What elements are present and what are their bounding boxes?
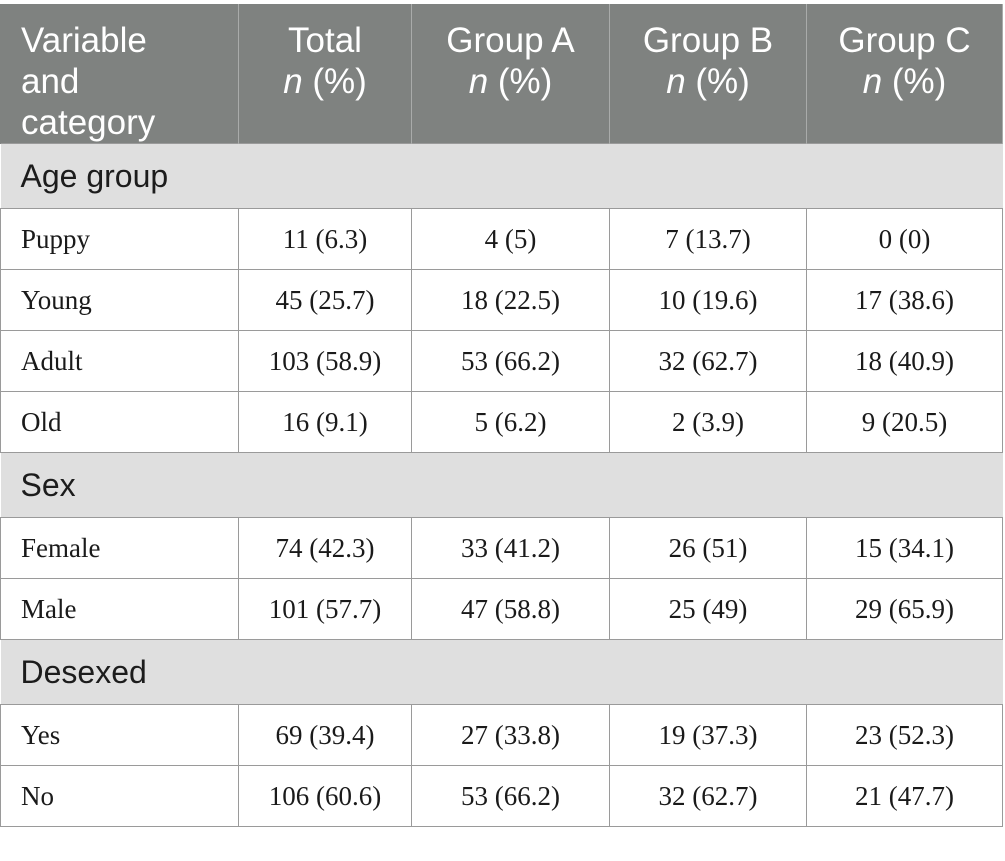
cell-group-b: 10 (19.6) <box>609 269 807 331</box>
header-group-a: Group A n (%) <box>411 4 610 144</box>
cell-group-a: 18 (22.5) <box>411 269 610 331</box>
cell-group-b: 25 (49) <box>609 578 807 640</box>
row-label: Male <box>0 578 239 640</box>
header-title: Total <box>288 21 362 60</box>
cell-total: 11 (6.3) <box>238 208 412 270</box>
table-row: Male 101 (57.7) 47 (58.8) 25 (49) 29 (65… <box>0 578 1003 640</box>
table-row: Female 74 (42.3) 33 (41.2) 26 (51) 15 (3… <box>0 517 1003 579</box>
row-label: Old <box>0 391 239 453</box>
section-row-desexed: Desexed <box>0 639 1003 705</box>
row-label: No <box>0 765 239 827</box>
cell-group-a: 53 (66.2) <box>411 765 610 827</box>
header-line: and <box>21 62 80 101</box>
table-row: Adult 103 (58.9) 53 (66.2) 32 (62.7) 18 … <box>0 330 1003 392</box>
row-label: Yes <box>0 704 239 766</box>
row-label: Puppy <box>0 208 239 270</box>
section-title: Desexed <box>0 639 1003 705</box>
table-header: Variable and category Total n (%) Group … <box>0 4 1003 144</box>
cell-group-a: 47 (58.8) <box>411 578 610 640</box>
header-pct-label: (%) <box>488 62 553 101</box>
cell-group-b: 26 (51) <box>609 517 807 579</box>
cell-group-a: 5 (6.2) <box>411 391 610 453</box>
header-title: Group C <box>838 21 971 60</box>
cell-group-c: 9 (20.5) <box>806 391 1003 453</box>
cell-total: 106 (60.6) <box>238 765 412 827</box>
cell-total: 16 (9.1) <box>238 391 412 453</box>
cell-total: 103 (58.9) <box>238 330 412 392</box>
cell-group-c: 17 (38.6) <box>806 269 1003 331</box>
cell-total: 74 (42.3) <box>238 517 412 579</box>
section-row-sex: Sex <box>0 452 1003 518</box>
header-n-label: n <box>468 62 489 101</box>
header-row: Variable and category Total n (%) Group … <box>0 4 1003 144</box>
data-table: Variable and category Total n (%) Group … <box>0 4 1003 827</box>
header-pct-label: (%) <box>882 62 947 101</box>
cell-group-c: 15 (34.1) <box>806 517 1003 579</box>
cell-group-a: 27 (33.8) <box>411 704 610 766</box>
header-group-b: Group B n (%) <box>609 4 807 144</box>
table-row: No 106 (60.6) 53 (66.2) 32 (62.7) 21 (47… <box>0 765 1003 827</box>
header-n-label: n <box>862 62 883 101</box>
table-row: Puppy 11 (6.3) 4 (5) 7 (13.7) 0 (0) <box>0 208 1003 270</box>
section-title: Age group <box>0 143 1003 209</box>
cell-total: 101 (57.7) <box>238 578 412 640</box>
cell-total: 69 (39.4) <box>238 704 412 766</box>
row-label: Adult <box>0 330 239 392</box>
cell-group-c: 23 (52.3) <box>806 704 1003 766</box>
table-row: Old 16 (9.1) 5 (6.2) 2 (3.9) 9 (20.5) <box>0 391 1003 453</box>
header-total: Total n (%) <box>238 4 412 144</box>
cell-group-b: 32 (62.7) <box>609 330 807 392</box>
header-pct-label: (%) <box>685 62 750 101</box>
section-row-age-group: Age group <box>0 143 1003 209</box>
table-row: Yes 69 (39.4) 27 (33.8) 19 (37.3) 23 (52… <box>0 704 1003 766</box>
header-n-label: n <box>666 62 686 101</box>
cell-group-c: 0 (0) <box>806 208 1003 270</box>
table-row: Young 45 (25.7) 18 (22.5) 10 (19.6) 17 (… <box>0 269 1003 331</box>
row-label: Young <box>0 269 239 331</box>
cell-group-c: 29 (65.9) <box>806 578 1003 640</box>
cell-group-a: 53 (66.2) <box>411 330 610 392</box>
header-line: category <box>21 103 156 142</box>
cell-group-b: 2 (3.9) <box>609 391 807 453</box>
cell-total: 45 (25.7) <box>238 269 412 331</box>
header-pct-label: (%) <box>302 62 367 101</box>
cell-group-c: 21 (47.7) <box>806 765 1003 827</box>
cell-group-b: 32 (62.7) <box>609 765 807 827</box>
header-variable-category: Variable and category <box>0 4 239 144</box>
header-group-c: Group C n (%) <box>806 4 1003 144</box>
header-title: Group A <box>446 21 575 60</box>
cell-group-a: 33 (41.2) <box>411 517 610 579</box>
row-label: Female <box>0 517 239 579</box>
cell-group-b: 7 (13.7) <box>609 208 807 270</box>
cell-group-b: 19 (37.3) <box>609 704 807 766</box>
section-title: Sex <box>0 452 1003 518</box>
header-n-label: n <box>283 62 303 101</box>
cell-group-a: 4 (5) <box>411 208 610 270</box>
header-line: Variable <box>21 21 147 60</box>
header-title: Group B <box>642 21 774 60</box>
table-body: Age group Puppy 11 (6.3) 4 (5) 7 (13.7) … <box>0 143 1003 827</box>
cell-group-c: 18 (40.9) <box>806 330 1003 392</box>
